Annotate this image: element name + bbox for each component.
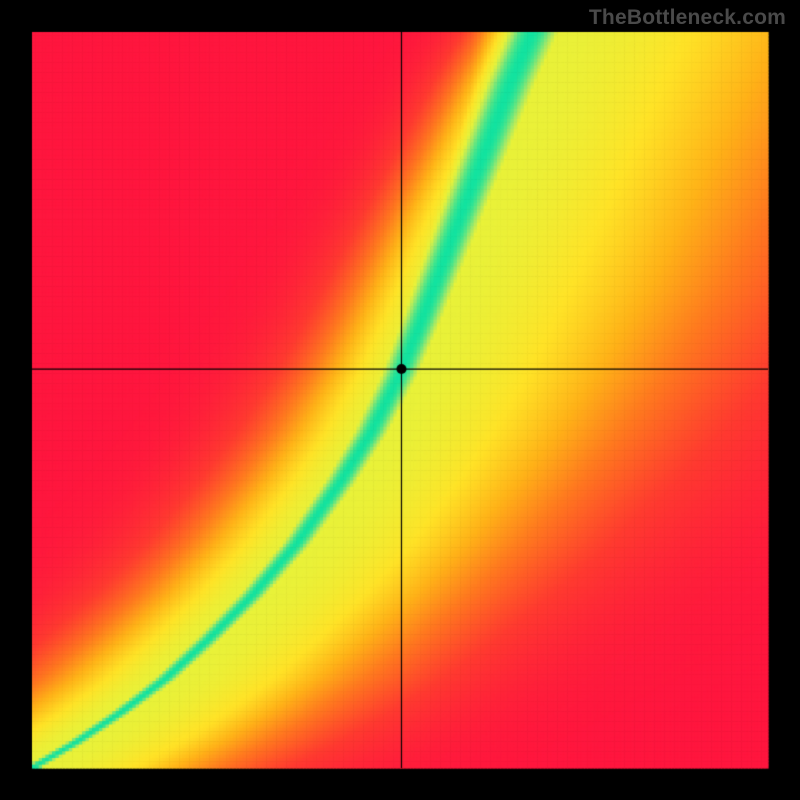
heatmap-canvas: [0, 0, 800, 800]
chart-container: TheBottleneck.com: [0, 0, 800, 800]
watermark-text: TheBottleneck.com: [589, 6, 786, 30]
